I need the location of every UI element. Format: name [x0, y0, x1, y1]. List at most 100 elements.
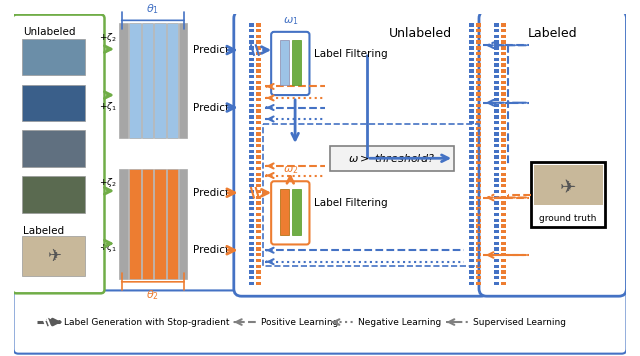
Bar — [501, 259, 506, 262]
Bar — [476, 92, 481, 95]
Bar — [501, 276, 506, 279]
Bar — [256, 87, 260, 90]
Bar — [494, 236, 499, 239]
Bar — [256, 184, 260, 188]
Bar — [476, 178, 481, 182]
Bar — [469, 201, 474, 205]
Bar — [249, 236, 254, 239]
Bar — [249, 196, 254, 199]
Text: Negative Learning: Negative Learning — [358, 318, 442, 326]
Bar — [249, 75, 254, 78]
Bar — [494, 253, 499, 256]
Bar — [249, 92, 254, 95]
Bar — [501, 92, 506, 95]
Bar — [249, 144, 254, 147]
Bar — [469, 63, 474, 67]
Bar — [494, 46, 499, 49]
Bar — [280, 189, 289, 235]
Bar — [469, 115, 474, 119]
Text: $+\zeta_2$: $+\zeta_2$ — [99, 177, 117, 189]
Bar — [501, 270, 506, 274]
Bar — [469, 236, 474, 239]
Bar — [256, 92, 260, 95]
Bar — [256, 144, 260, 147]
Bar — [256, 270, 260, 274]
Bar — [494, 127, 499, 130]
Bar — [256, 236, 260, 239]
Bar — [494, 144, 499, 147]
Bar — [476, 127, 481, 130]
Bar — [494, 184, 499, 188]
Bar — [476, 41, 481, 44]
Text: $+\zeta_1$: $+\zeta_1$ — [99, 241, 117, 253]
Text: Labeled: Labeled — [23, 226, 64, 236]
Bar — [494, 190, 499, 193]
Bar — [494, 132, 499, 136]
Bar — [249, 207, 254, 210]
Text: $\omega_1$: $\omega_1$ — [282, 15, 298, 27]
Bar — [476, 132, 481, 136]
Bar — [469, 276, 474, 279]
Bar — [249, 121, 254, 124]
Bar — [476, 236, 481, 239]
Bar — [494, 121, 499, 124]
Bar — [142, 169, 154, 279]
Bar — [249, 276, 254, 279]
Bar — [249, 109, 254, 113]
Bar — [531, 162, 605, 227]
Bar — [476, 58, 481, 61]
Bar — [256, 46, 260, 49]
Bar — [476, 230, 481, 234]
Text: ✈: ✈ — [47, 247, 61, 265]
Bar — [494, 230, 499, 234]
Bar — [494, 35, 499, 38]
Bar — [256, 219, 260, 222]
Bar — [249, 259, 254, 262]
Bar — [494, 201, 499, 205]
Bar — [249, 230, 254, 234]
Bar — [476, 75, 481, 78]
Bar — [469, 178, 474, 182]
Bar — [476, 224, 481, 228]
FancyBboxPatch shape — [271, 181, 310, 245]
Bar — [469, 58, 474, 61]
Bar — [469, 127, 474, 130]
Bar — [494, 87, 499, 90]
Bar — [501, 87, 506, 90]
Text: Unlabeled: Unlabeled — [23, 27, 76, 37]
Bar — [256, 242, 260, 245]
Bar — [469, 109, 474, 113]
Bar — [469, 69, 474, 73]
Text: Supervised Learning: Supervised Learning — [473, 318, 566, 326]
Bar — [494, 173, 499, 176]
FancyBboxPatch shape — [234, 11, 488, 296]
Bar — [494, 98, 499, 101]
Bar — [469, 167, 474, 170]
Bar — [469, 270, 474, 274]
Bar — [249, 23, 254, 27]
Text: Label Filtering: Label Filtering — [314, 49, 388, 59]
Bar — [469, 161, 474, 164]
Bar — [469, 138, 474, 141]
Bar — [249, 184, 254, 188]
Bar — [494, 270, 499, 274]
Bar — [501, 23, 506, 27]
Text: Predict: Predict — [193, 45, 228, 55]
Bar — [249, 138, 254, 141]
Bar — [469, 46, 474, 49]
Bar — [469, 92, 474, 95]
Bar — [256, 29, 260, 32]
Bar — [249, 150, 254, 153]
Bar — [249, 213, 254, 216]
Bar — [469, 224, 474, 228]
Bar — [469, 196, 474, 199]
Bar — [249, 161, 254, 164]
Bar — [256, 173, 260, 176]
Bar — [501, 156, 506, 159]
Bar — [469, 29, 474, 32]
Bar — [179, 23, 187, 138]
Bar — [494, 247, 499, 251]
Bar — [501, 224, 506, 228]
Bar — [249, 178, 254, 182]
Bar — [256, 207, 260, 210]
